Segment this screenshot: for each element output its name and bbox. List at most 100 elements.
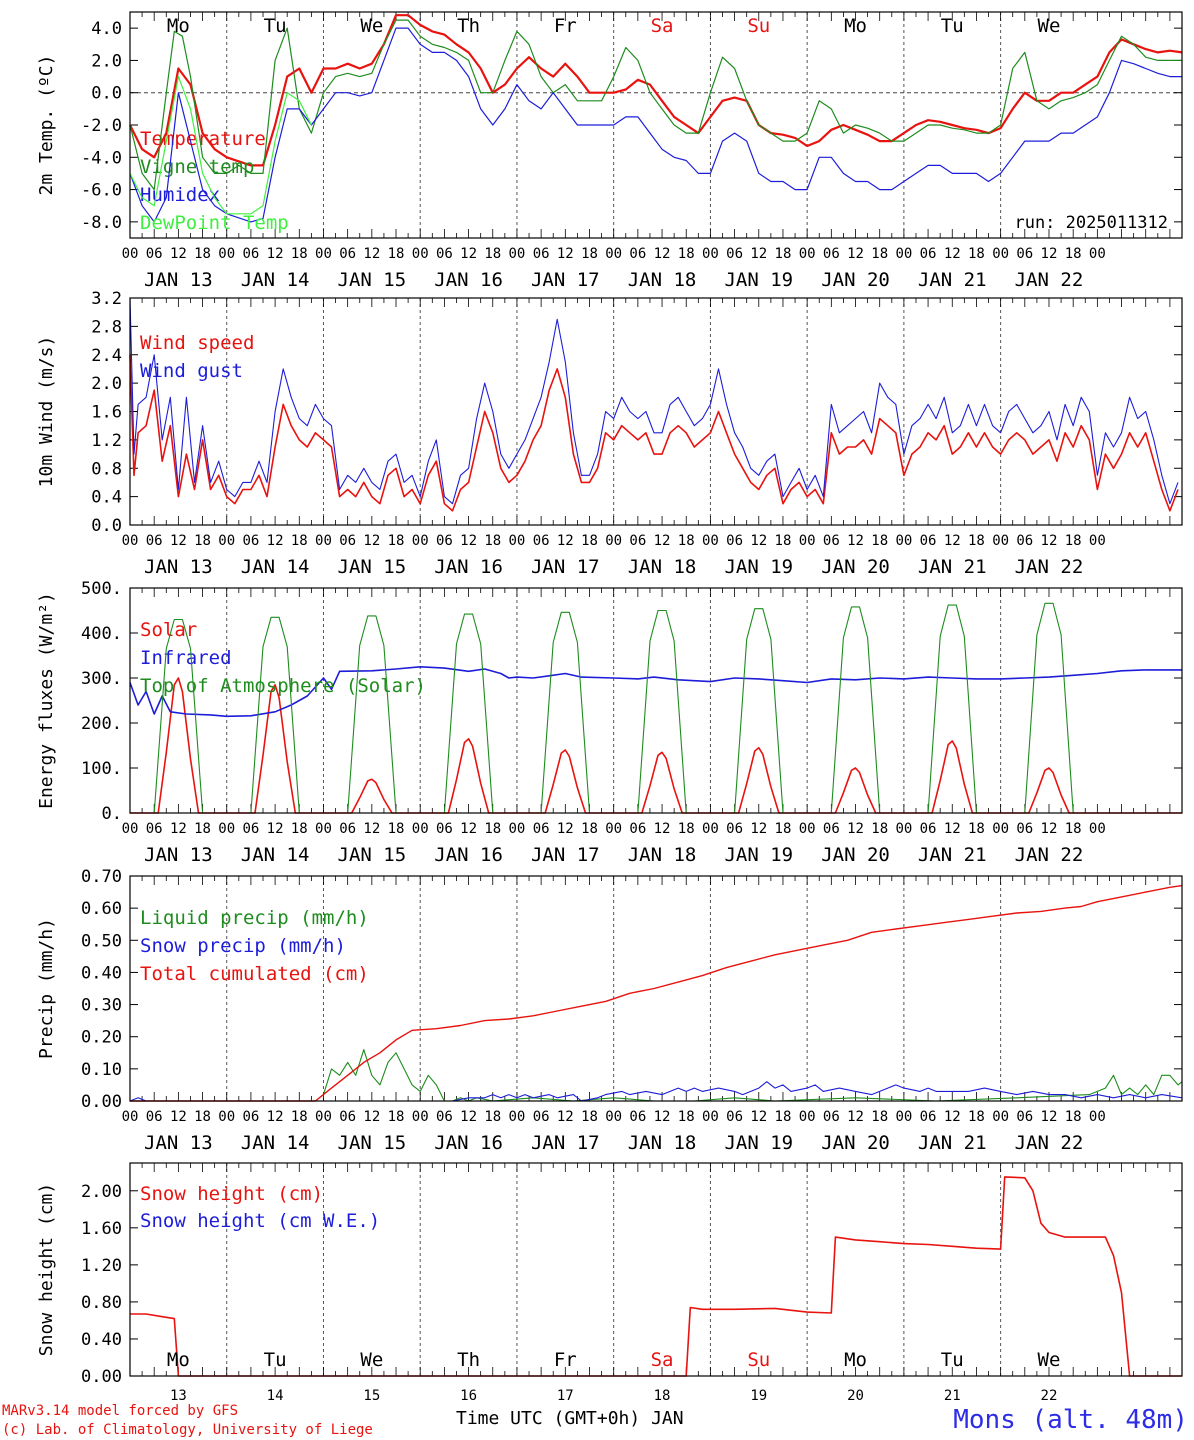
legend-entry: Snow height (cm)	[140, 1183, 323, 1205]
day-number-label: 16	[460, 1388, 477, 1404]
day-label: JAN 20	[821, 844, 890, 866]
hour-tick-label: 00	[315, 1109, 332, 1125]
hour-tick-label: 06	[242, 246, 259, 262]
y-tick-label: 0.40	[81, 963, 122, 983]
hour-tick-label: 06	[726, 533, 743, 549]
y-tick-label: 2.0	[91, 374, 122, 394]
panel-frame	[129, 875, 1183, 1102]
series-line-energy-2	[130, 602, 1182, 814]
y-tick-label: 0.00	[81, 1092, 122, 1112]
hour-tick-label: 18	[388, 821, 405, 837]
hour-tick-label: 00	[315, 246, 332, 262]
day-label: JAN 22	[1015, 1132, 1084, 1154]
hour-tick-label: 06	[629, 1109, 646, 1125]
hour-tick-label: 00	[315, 821, 332, 837]
hour-tick-label: 06	[920, 821, 937, 837]
day-of-week-label: Sa	[651, 1349, 674, 1371]
hour-tick-label: 12	[1041, 1109, 1058, 1125]
hour-tick-label: 06	[339, 246, 356, 262]
hour-tick-label: 00	[218, 1109, 235, 1125]
day-number-label: 18	[654, 1388, 671, 1404]
hour-tick-label: 06	[146, 821, 163, 837]
hour-tick-label: 06	[823, 246, 840, 262]
y-tick-label: 100.	[81, 759, 122, 779]
day-of-week-label: We	[360, 15, 383, 37]
series-line-temperature-0	[129, 14, 1183, 167]
day-label: JAN 13	[144, 1132, 213, 1154]
hour-tick-label: 18	[1065, 821, 1082, 837]
hour-tick-label: 12	[750, 821, 767, 837]
day-of-week-label: Su	[747, 1349, 770, 1371]
hour-tick-label: 06	[920, 246, 937, 262]
hour-tick-label: 12	[460, 533, 477, 549]
hour-tick-label: 00	[799, 1109, 816, 1125]
hour-tick-label: 12	[460, 1109, 477, 1125]
y-axis-title: 2m Temp. (ºC)	[36, 55, 57, 196]
y-tick-label: 2.4	[91, 346, 122, 366]
hour-tick-label: 18	[581, 1109, 598, 1125]
panel-frame	[129, 11, 1183, 239]
day-label: JAN 16	[434, 269, 503, 291]
hour-tick-label: 18	[1065, 1109, 1082, 1125]
hour-tick-label: 06	[436, 246, 453, 262]
day-label: JAN 17	[531, 269, 600, 291]
y-tick-label: 2.00	[81, 1182, 122, 1202]
y-tick-label: 300.	[81, 669, 122, 689]
lab-credit: (c) Lab. of Climatology, University of L…	[2, 1422, 373, 1438]
hour-tick-label: 18	[871, 821, 888, 837]
legend-entry: Wind gust	[140, 360, 243, 382]
hour-tick-label: 00	[992, 246, 1009, 262]
hour-tick-label: 18	[581, 246, 598, 262]
series-line-precip-1	[129, 1081, 1183, 1102]
panel-wind: 0.0 0.4 0.8 1.2 1.6 2.0 2.4 2.8 3.2 10m Wind (m/s…	[36, 289, 1183, 578]
hour-tick-label: 00	[799, 246, 816, 262]
hour-tick-label: 06	[920, 533, 937, 549]
y-tick-label: 200.	[81, 714, 122, 734]
day-label: JAN 15	[338, 1132, 407, 1154]
day-number-label: 21	[944, 1388, 961, 1404]
day-label: JAN 18	[628, 269, 697, 291]
hour-tick-label: 00	[992, 821, 1009, 837]
day-of-week-label: Sa	[651, 15, 674, 37]
day-of-week-label: We	[1038, 1349, 1061, 1371]
day-label: JAN 17	[531, 556, 600, 578]
hour-tick-label: 18	[388, 533, 405, 549]
hour-tick-label: 18	[194, 1109, 211, 1125]
hour-tick-label: 18	[484, 821, 501, 837]
hour-tick-label: 18	[775, 246, 792, 262]
y-tick-label: 0.70	[81, 867, 122, 887]
day-of-week-label: Tu	[941, 15, 964, 37]
hour-tick-label: 12	[460, 821, 477, 837]
hour-tick-label: 00	[702, 1109, 719, 1125]
hour-tick-label: 18	[388, 246, 405, 262]
day-label: JAN 19	[724, 844, 793, 866]
day-number-label: 13	[170, 1388, 187, 1404]
day-number-label: 17	[557, 1388, 574, 1404]
y-tick-label: 2.0	[91, 51, 122, 71]
day-label: JAN 16	[434, 1132, 503, 1154]
hour-tick-label: 00	[412, 1109, 429, 1125]
hour-tick-label: 06	[823, 821, 840, 837]
hour-tick-label: 18	[678, 533, 695, 549]
hour-tick-label: 00	[412, 821, 429, 837]
hour-tick-label: 06	[242, 533, 259, 549]
day-of-week-label: We	[1038, 15, 1061, 37]
hour-tick-label: 18	[291, 246, 308, 262]
day-of-week-label: Mo	[167, 15, 190, 37]
day-label: JAN 19	[724, 269, 793, 291]
day-of-week-label: Tu	[264, 15, 287, 37]
legend-entry: Infrared	[140, 647, 232, 669]
hour-tick-label: 00	[895, 246, 912, 262]
y-tick-label: 1.60	[81, 1219, 122, 1239]
series-line-temperature-2	[129, 27, 1182, 223]
legend-entry: DewPoint Temp	[140, 212, 289, 234]
hour-tick-label: 06	[436, 821, 453, 837]
hour-tick-label: 00	[605, 533, 622, 549]
hour-tick-label: 06	[629, 533, 646, 549]
series-line-temperature-3	[129, 76, 312, 215]
panel-energy: 0. 100. 200. 300. 400. 500. Energy fluxes (W/m…	[36, 579, 1183, 866]
hour-tick-label: 18	[194, 246, 211, 262]
hour-tick-label: 18	[484, 246, 501, 262]
hour-tick-label: 12	[847, 1109, 864, 1125]
